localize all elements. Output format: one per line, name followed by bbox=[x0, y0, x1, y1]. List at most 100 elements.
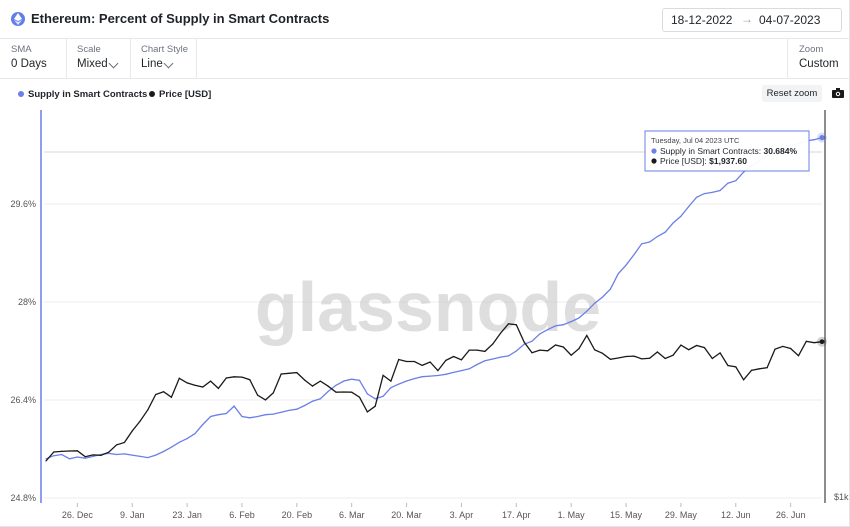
data-point-price bbox=[617, 357, 619, 359]
legend-dot-icon bbox=[18, 91, 24, 98]
data-point-price bbox=[100, 454, 102, 456]
data-point-price bbox=[743, 379, 745, 381]
data-point-supply bbox=[539, 333, 541, 335]
tooltip-supply-value: 30.684% bbox=[763, 146, 797, 156]
legend-item-price[interactable]: Price [USD] bbox=[149, 89, 211, 100]
tooltip: Tuesday, Jul 04 2023 UTC Supply in Smart… bbox=[644, 130, 810, 172]
data-point-price bbox=[539, 349, 541, 351]
data-point-supply bbox=[68, 458, 71, 460]
data-point-price bbox=[633, 355, 635, 357]
x-tick-label: 12. Jun bbox=[721, 510, 751, 520]
chart-gridlines bbox=[44, 203, 822, 499]
page-title: Ethereum: Percent of Supply in Smart Con… bbox=[31, 11, 330, 26]
data-point-supply bbox=[398, 383, 400, 385]
data-point-price bbox=[531, 352, 533, 354]
data-point-price bbox=[703, 347, 706, 349]
data-point-price bbox=[335, 391, 337, 393]
data-point-price bbox=[523, 341, 525, 343]
scale-value: Mixed bbox=[77, 58, 108, 70]
data-point-supply bbox=[813, 139, 815, 141]
legend-item-supply[interactable]: Supply in Smart Contracts bbox=[18, 89, 147, 100]
tooltip-price-row: Price [USD]: $1,937.60 bbox=[660, 156, 747, 166]
x-tick-label: 6. Feb bbox=[229, 510, 255, 520]
data-point-price bbox=[382, 374, 384, 377]
zoom-select[interactable]: Zoom Custom bbox=[787, 38, 850, 78]
data-point-price bbox=[202, 386, 204, 388]
data-point-supply bbox=[429, 375, 431, 377]
chart-style-select[interactable]: Chart Style Line bbox=[130, 38, 197, 78]
data-point-price bbox=[45, 460, 47, 462]
data-point-price bbox=[343, 391, 345, 393]
right-axis-label: $1k bbox=[834, 492, 849, 502]
tooltip-box bbox=[644, 130, 810, 172]
data-point-price bbox=[578, 348, 580, 350]
data-point-price bbox=[547, 350, 549, 352]
data-point-supply bbox=[703, 192, 706, 195]
data-point-price bbox=[782, 345, 784, 347]
chart-style-label: Chart Style bbox=[141, 44, 188, 55]
data-point-price bbox=[249, 379, 251, 381]
data-point-supply bbox=[594, 302, 596, 304]
data-point-price bbox=[586, 334, 588, 337]
data-point-supply bbox=[633, 254, 635, 256]
x-tick-label: 17. Apr bbox=[502, 510, 531, 520]
data-point-price bbox=[507, 323, 510, 325]
data-point-price bbox=[413, 360, 416, 363]
data-point-price bbox=[570, 354, 572, 356]
data-point-price bbox=[656, 351, 658, 353]
data-point-supply bbox=[304, 404, 306, 407]
x-axis: 26. Dec 9. Jan 23. Jan 6. Feb 20. Feb 6. Mar 2… bbox=[62, 503, 805, 520]
data-point-supply bbox=[484, 360, 486, 362]
y-axis: 24.8% 26.4% 28% 29.6% bbox=[10, 199, 36, 503]
data-point-price bbox=[304, 379, 306, 381]
data-point-price bbox=[155, 393, 157, 396]
data-point-supply bbox=[413, 377, 416, 380]
data-point-supply bbox=[727, 182, 729, 184]
x-tick-label: 1. May bbox=[558, 510, 586, 520]
data-point-price bbox=[468, 349, 470, 351]
data-point-supply bbox=[445, 373, 447, 375]
series-points-price bbox=[45, 323, 823, 462]
zoom-label: Zoom bbox=[799, 44, 824, 55]
data-point-price bbox=[115, 444, 118, 446]
data-point-price bbox=[405, 360, 408, 363]
x-tick-label: 6. Mar bbox=[339, 510, 365, 520]
tooltip-dot-price bbox=[651, 158, 657, 164]
data-point-price bbox=[797, 355, 800, 357]
date-range-picker[interactable]: 18-12-2022 → 04-07-2023 bbox=[662, 8, 842, 32]
data-point-price bbox=[288, 372, 290, 374]
date-to-input[interactable]: 04-07-2023 bbox=[759, 13, 821, 27]
scale-label: Scale bbox=[77, 44, 101, 55]
scale-select[interactable]: Scale Mixed bbox=[66, 38, 131, 78]
camera-icon[interactable] bbox=[832, 88, 844, 98]
legend-label-supply: Supply in Smart Contracts bbox=[28, 89, 148, 100]
data-point-supply bbox=[680, 215, 682, 217]
tooltip-price-label: Price [USD]: bbox=[660, 156, 707, 166]
data-point-supply bbox=[648, 241, 651, 243]
data-point-supply bbox=[515, 350, 517, 352]
data-point-price bbox=[445, 359, 447, 362]
data-point-price bbox=[492, 343, 494, 345]
data-point-supply bbox=[186, 437, 188, 440]
legend-dot-icon bbox=[149, 91, 155, 98]
data-point-price bbox=[374, 405, 376, 407]
data-point-price bbox=[108, 451, 110, 453]
data-point-supply bbox=[554, 325, 557, 327]
date-from-input[interactable]: 18-12-2022 bbox=[671, 13, 733, 27]
chart-style-value: Line bbox=[141, 58, 163, 70]
reset-zoom-button[interactable]: Reset zoom bbox=[762, 85, 822, 102]
sma-select[interactable]: SMA 0 Days bbox=[0, 38, 67, 78]
data-point-price bbox=[680, 344, 682, 346]
data-point-supply bbox=[123, 453, 125, 455]
data-point-supply bbox=[327, 390, 329, 393]
data-point-supply bbox=[492, 358, 494, 360]
data-point-supply bbox=[578, 317, 580, 319]
x-tick-label: 9. Jan bbox=[120, 510, 145, 520]
chart-header: Ethereum: Percent of Supply in Smart Con… bbox=[0, 0, 850, 39]
y-tick-label: 28% bbox=[18, 297, 36, 307]
data-point-supply bbox=[664, 231, 666, 233]
data-point-price bbox=[484, 350, 486, 352]
data-point-supply bbox=[53, 455, 55, 457]
data-point-supply bbox=[358, 379, 361, 381]
